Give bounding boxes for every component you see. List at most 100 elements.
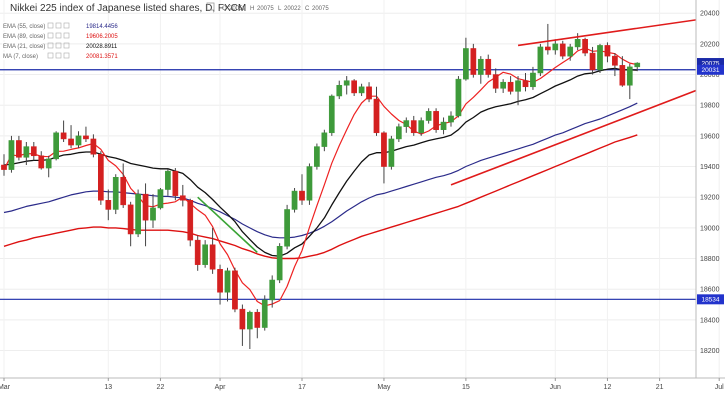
candle-body <box>612 55 618 66</box>
indicator-close-icon <box>63 22 70 29</box>
candle-body <box>172 170 179 196</box>
candle-body <box>388 138 395 167</box>
candle-body <box>396 126 402 140</box>
candle-body <box>470 48 477 75</box>
ema-55-line <box>3 102 638 239</box>
candle-body <box>463 48 469 80</box>
candle-body <box>477 58 484 75</box>
indicator-legend-value: 20028.8911 <box>86 44 118 50</box>
candle-body <box>403 120 410 127</box>
candle-body <box>604 45 611 57</box>
candle-body <box>545 46 551 51</box>
candle-body <box>127 204 134 235</box>
candle-body <box>559 43 566 57</box>
x-tick-label: May <box>377 384 391 391</box>
legend-settings-icon[interactable] <box>206 2 215 11</box>
candle-body <box>284 209 290 247</box>
candle-body <box>16 140 22 158</box>
candle-body <box>135 193 141 235</box>
indicator-legend-value: 19606.2005 <box>86 34 118 40</box>
indicator-legend-bg <box>2 52 42 60</box>
candle-body <box>619 65 626 86</box>
candle-body <box>626 66 633 86</box>
candle-body <box>261 299 268 328</box>
candle-body <box>597 45 603 71</box>
x-tick-label: Mar <box>0 384 11 391</box>
indicator-close-icon <box>63 42 70 49</box>
candle-body <box>492 74 499 89</box>
indicator-close-icon <box>63 32 70 39</box>
candle-body <box>522 80 529 88</box>
ohlc-h-value: 20075 <box>257 6 274 12</box>
candle-body <box>314 146 320 167</box>
candle-body <box>112 177 119 210</box>
indicator-settings-icon <box>55 52 62 59</box>
candle-body <box>328 95 335 134</box>
trendlines <box>197 19 696 253</box>
indicator-legend-bg <box>2 22 42 30</box>
candle-body <box>425 111 432 121</box>
candle-body <box>194 239 201 265</box>
candle-body <box>187 200 194 241</box>
candle-body <box>75 135 82 146</box>
indicator-legend-value: 19814.4456 <box>86 24 118 30</box>
candle-body <box>507 81 514 92</box>
candle-body <box>291 190 298 210</box>
indicator-legend-bg <box>2 42 42 50</box>
candle-body <box>98 154 104 201</box>
candle-body <box>209 244 216 270</box>
candle-body <box>634 62 641 68</box>
candle-body <box>418 120 425 134</box>
indicator-legend-value: 20081.3571 <box>86 54 118 60</box>
candles <box>1 23 641 349</box>
candle-body <box>217 269 223 293</box>
ohlc-c-value: 20075 <box>312 6 329 12</box>
candle-body <box>179 195 186 201</box>
candle-body <box>455 78 462 117</box>
trendline <box>197 196 258 253</box>
y-tick-label: 19000 <box>700 225 720 232</box>
candle-body <box>142 193 149 221</box>
indicator-settings-icon <box>55 22 62 29</box>
y-tick-label: 19600 <box>700 133 720 140</box>
candle-body <box>582 39 588 54</box>
candle-body <box>485 58 492 75</box>
candle-body <box>351 80 357 94</box>
candle-body <box>500 81 506 89</box>
price-badge <box>697 64 724 75</box>
candle-body <box>157 189 164 209</box>
ohlc-c-label: C <box>305 6 310 12</box>
indicator-eye-icon <box>47 52 54 59</box>
candle-body <box>120 177 127 206</box>
candle-body <box>165 170 171 190</box>
indicator-settings-icon <box>55 42 62 49</box>
candle-body <box>247 311 253 330</box>
candle-body <box>60 132 67 140</box>
trendline <box>517 19 696 47</box>
y-tick-label: 18400 <box>700 317 720 324</box>
indicator-eye-icon <box>47 32 54 39</box>
y-tick-label: 18600 <box>700 287 720 294</box>
candle-body <box>366 86 372 100</box>
x-tick-label: 13 <box>104 384 112 391</box>
candle-body <box>232 270 238 310</box>
x-tick-label: 12 <box>604 384 612 391</box>
x-tick-label: 22 <box>157 384 165 391</box>
x-tick-label: Jul <box>715 384 724 391</box>
candle-body <box>38 155 45 169</box>
y-tick-label: 18200 <box>700 348 720 355</box>
candle-body <box>90 138 97 155</box>
ema-89-line <box>3 134 638 260</box>
y-axis: 20400 20200 20000 19800 19600 19400 19200 19000… <box>700 11 720 355</box>
candle-body <box>433 111 439 130</box>
candle-body <box>440 121 447 130</box>
candle-body <box>254 311 261 328</box>
x-axis: Mar1322Apr17May15Jun1221Jul17 <box>0 378 724 391</box>
ohlc-o-label: O <box>222 6 227 12</box>
x-tick-label: 21 <box>656 384 664 391</box>
y-tick-label: 20200 <box>700 41 720 48</box>
candle-body <box>276 246 283 281</box>
candle-body <box>202 244 209 265</box>
candle-body <box>358 86 365 94</box>
